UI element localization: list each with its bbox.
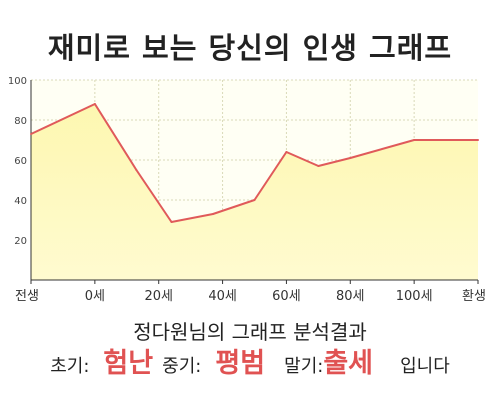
data-point — [135, 169, 138, 171]
data-point — [253, 199, 256, 201]
data-point — [93, 103, 96, 105]
x-tick-label: 100세 — [396, 289, 433, 304]
result-heading: 정다원님의 그래프 분석결과 — [133, 320, 367, 344]
data-point — [211, 213, 214, 215]
data-point — [317, 165, 320, 167]
series-area — [31, 104, 478, 280]
x-tick-label: 전생 — [15, 289, 39, 304]
y-tick-label: 80 — [14, 116, 27, 127]
x-tick-label: 20세 — [144, 289, 173, 304]
data-point — [30, 133, 32, 135]
y-tick-label: 40 — [14, 196, 27, 207]
middle-value: 평범 — [215, 348, 266, 379]
data-points — [30, 103, 479, 223]
ending-text: 입니다 — [400, 356, 450, 377]
data-point — [349, 157, 352, 159]
x-tick-label: 80세 — [336, 289, 365, 304]
x-tick-label: 0세 — [85, 289, 105, 304]
result-summary: 초기: 험난 중기: 평범 말기:출세 입니다 — [0, 346, 500, 385]
x-tick-label: 40세 — [208, 289, 237, 304]
x-tick-label: 환생 — [462, 289, 486, 304]
middle-label: 중기: — [162, 356, 202, 377]
late-value: 출세 — [323, 348, 374, 379]
y-tick-label: 100 — [8, 76, 27, 87]
y-tick-label: 20 — [14, 236, 27, 247]
page-title: 재미로 보는 당신의 인생 그래프 — [47, 31, 453, 65]
data-point — [285, 151, 288, 153]
early-label: 초기: — [50, 356, 90, 377]
y-tick-label: 60 — [14, 156, 27, 167]
early-value: 험난 — [103, 348, 154, 379]
data-point — [170, 221, 173, 223]
x-tick-label: 60세 — [272, 289, 301, 304]
data-point — [477, 139, 479, 141]
data-point — [413, 139, 416, 141]
late-label: 말기: — [284, 356, 324, 377]
